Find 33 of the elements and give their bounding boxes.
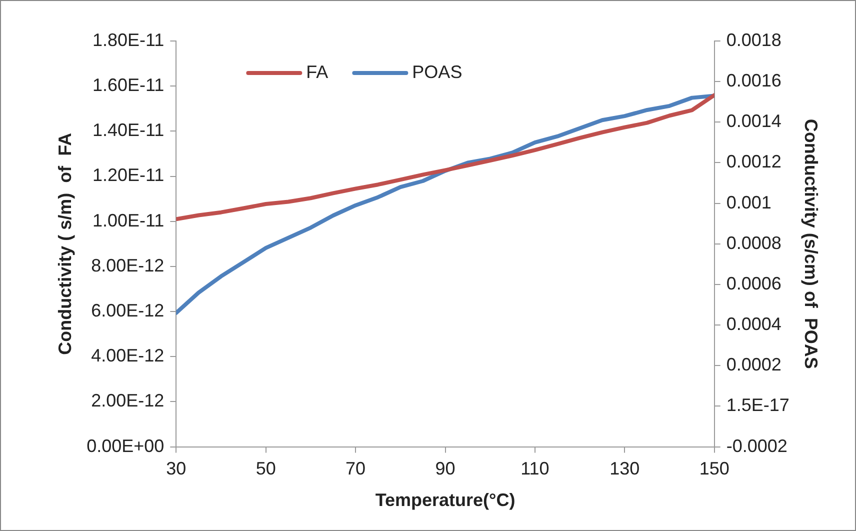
- y-tick-label: 1.40E-11: [92, 120, 164, 140]
- legend-label: FA: [306, 62, 328, 82]
- x-tick-label: 130: [610, 458, 640, 479]
- y2-tick-label: 0.0004: [726, 314, 782, 334]
- x-tick-label: 90: [435, 458, 456, 479]
- x-tick-label: 70: [346, 458, 366, 479]
- y2-tick-label: 0.0018: [726, 30, 782, 50]
- y2-tick-label: 0.0006: [726, 273, 782, 294]
- y-tick-label: 1.60E-11: [92, 75, 164, 96]
- x-axis-title: Temperature(°C): [375, 490, 516, 510]
- y-tick-label: 1.80E-11: [92, 30, 164, 50]
- y2-axis-title: Conductivity (s/cm) of POAS: [801, 118, 822, 369]
- y-tick-label: 6.00E-12: [91, 300, 164, 320]
- y2-tick-label: 0.0016: [726, 70, 782, 91]
- y-tick-label: 4.00E-12: [91, 346, 164, 366]
- y2-tick-label: 0.001: [726, 192, 772, 212]
- y-tick-label: 8.00E-12: [91, 255, 164, 276]
- y2-tick-label: 0.0014: [726, 111, 782, 132]
- x-tick-label: 50: [256, 458, 276, 479]
- y2-tick-label: 0.0008: [726, 232, 782, 253]
- y-tick-label: 1.20E-11: [92, 165, 164, 186]
- y-axis-title: Conductivity ( s/m) of FA: [54, 132, 75, 355]
- y2-tick-label: -0.0002: [726, 436, 788, 456]
- x-tick-label: 110: [520, 458, 550, 479]
- y2-tick-label: 0.0012: [726, 152, 782, 172]
- y2-tick-label: 0.0002: [726, 354, 782, 375]
- y-tick-label: 2.00E-12: [91, 390, 164, 411]
- y2-tick-label: 1.5E-17: [726, 395, 790, 416]
- y-tick-label: 0.00E+00: [86, 436, 164, 456]
- legend-label: POAS: [412, 62, 462, 82]
- x-tick-label: 150: [699, 458, 730, 479]
- y-tick-label: 1.00E-11: [92, 210, 164, 230]
- x-tick-label: 30: [166, 458, 186, 479]
